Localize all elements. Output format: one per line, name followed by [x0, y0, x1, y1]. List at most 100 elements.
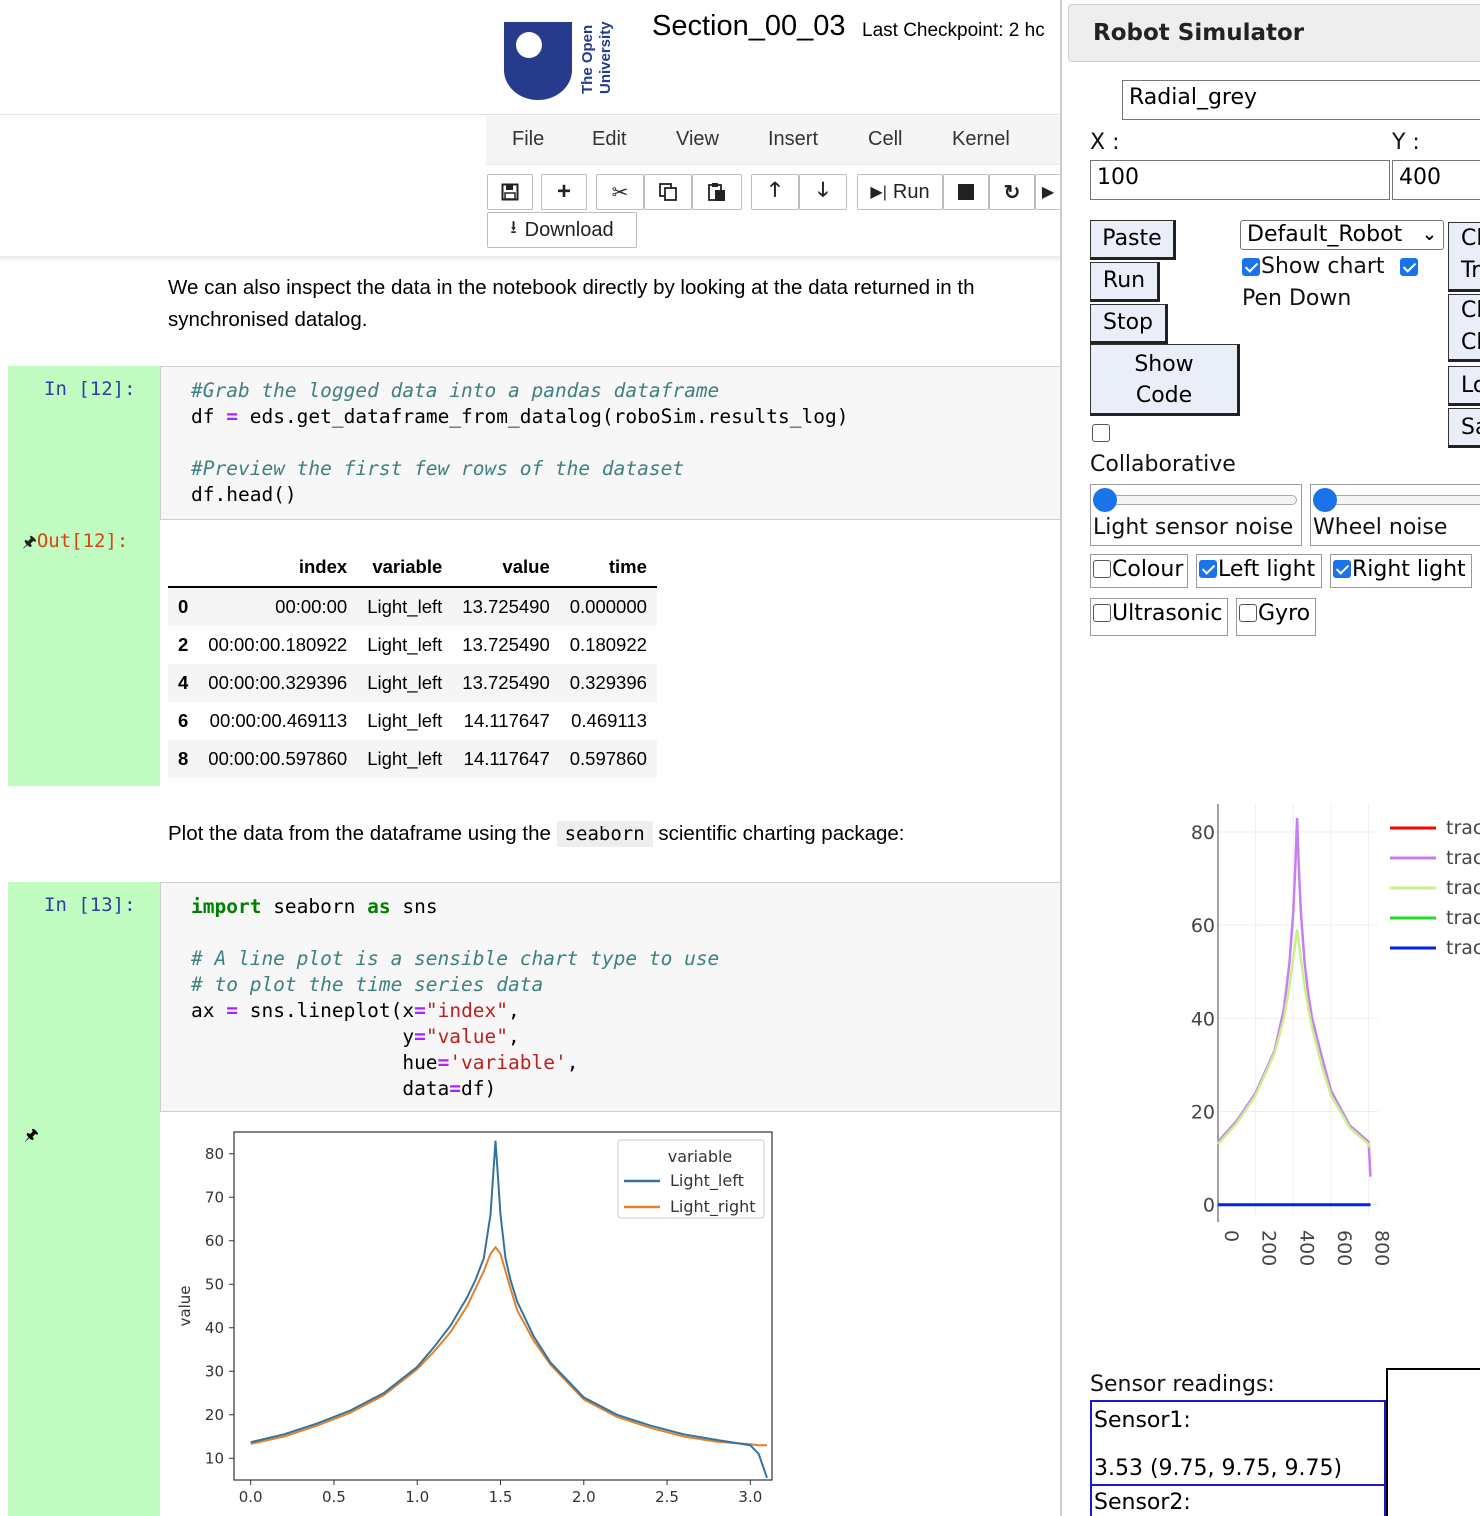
save-button[interactable] — [487, 174, 533, 210]
simulator-title-bar[interactable]: Robot Simulator — [1068, 4, 1480, 62]
pin-icon[interactable]: 🖈 — [22, 532, 37, 551]
light-noise-slider-thumb[interactable] — [1093, 488, 1117, 512]
clear-chart-button[interactable]: Cl Ch — [1448, 294, 1480, 362]
wheel-noise-slider-track[interactable] — [1317, 495, 1480, 505]
series-line-light-left — [250, 1140, 768, 1479]
left-light-sensor-toggle[interactable]: Left light — [1196, 554, 1322, 588]
download-button[interactable]: ⭳ Download — [487, 212, 637, 248]
sensor1-label: Sensor1: — [1094, 1408, 1191, 1433]
left-light-label: Left light — [1218, 557, 1316, 582]
legend-label: trace — [1446, 817, 1480, 839]
clear-trace-button[interactable]: Cl Tr — [1448, 222, 1480, 292]
ultrasonic-label: Ultrasonic — [1112, 601, 1223, 626]
menu-cell[interactable]: Cell — [868, 128, 903, 150]
x-tick-label: 400 — [1295, 1230, 1317, 1266]
run-button[interactable]: ▶| Run — [857, 174, 943, 210]
stop-simulation-button[interactable]: Stop — [1090, 304, 1168, 344]
right-light-checkbox[interactable] — [1333, 560, 1351, 578]
cell-13-selection-bar[interactable] — [8, 882, 160, 1516]
menu-file[interactable]: File — [512, 128, 545, 150]
step-forward-icon: ▶| — [870, 184, 887, 201]
x-tick-label: 0.0 — [239, 1488, 263, 1506]
light-noise-slider-track[interactable] — [1097, 495, 1297, 505]
copy-button[interactable] — [644, 174, 692, 210]
code-cell-12: #Grab the logged data into a pandas data… — [191, 378, 848, 508]
chevron-down-icon: ⌄ — [1421, 224, 1437, 245]
seaborn-line-chart: 0.0 0.5 1.0 1.5 2.0 2.5 3.0 10 20 30 40 50 60 70 80 val… — [176, 1131, 773, 1506]
pen-down-checkbox[interactable] — [1400, 258, 1418, 276]
table-cell: Light_left — [367, 748, 443, 769]
chart-legend: variable Light_left Light_right — [617, 1139, 765, 1219]
table-cell: Light_left — [367, 634, 443, 655]
pin-icon[interactable]: 🖈 — [24, 1127, 39, 1144]
move-down-button[interactable]: 🡓 — [799, 174, 847, 210]
code-token: , — [566, 1051, 579, 1074]
y-tick-label: 20 — [205, 1406, 224, 1424]
legend-label: trace — [1446, 877, 1480, 899]
sensor1-value: 3.53 (9.75, 9.75, 9.75) — [1094, 1456, 1343, 1481]
table-row: 2 00:00:00.180922 Light_left 13.725490 0… — [168, 626, 657, 664]
show-chart-checkbox[interactable] — [1242, 258, 1260, 276]
collaborative-checkbox[interactable] — [1092, 424, 1110, 442]
button-label-fragment: Cl — [1461, 226, 1480, 251]
row-index: 4 — [178, 672, 189, 693]
save-button[interactable]: Sa — [1448, 408, 1480, 448]
code-comment: #Preview the first few rows of the datas… — [191, 457, 685, 480]
y-position-input[interactable]: 400 — [1392, 160, 1480, 200]
gyro-sensor-toggle[interactable]: Gyro — [1236, 598, 1316, 636]
row-index: 6 — [178, 710, 189, 731]
menu-insert[interactable]: Insert — [768, 128, 819, 150]
code-token: ax — [191, 999, 227, 1022]
paste-code-button[interactable]: Paste — [1090, 220, 1176, 260]
code-input-area[interactable] — [160, 366, 1060, 520]
table-header: variable — [357, 548, 453, 588]
x-label: X : — [1090, 130, 1120, 155]
gyro-checkbox[interactable] — [1239, 604, 1257, 622]
notebook-title[interactable]: Section_00_03 — [652, 10, 846, 42]
left-light-checkbox[interactable] — [1199, 560, 1217, 578]
menu-edit[interactable]: Edit — [592, 128, 627, 150]
colour-sensor-checkbox[interactable] — [1093, 560, 1111, 578]
series-line-light-right — [250, 1245, 767, 1447]
run-all-button[interactable]: ▶ — [1035, 174, 1060, 210]
interrupt-button[interactable] — [943, 174, 989, 210]
dataframe-table: index variable value time 0 00:00:00 Lig… — [168, 548, 657, 778]
code-operator: = — [449, 1077, 462, 1100]
load-button[interactable]: Lo — [1448, 366, 1480, 406]
menu-view[interactable]: View — [676, 128, 719, 150]
table-header: time — [559, 548, 657, 588]
menu-kernel[interactable]: Kernel — [952, 128, 1010, 150]
header-divider — [0, 114, 1060, 115]
y-axis-label: value — [176, 1286, 194, 1327]
legend-box — [617, 1139, 765, 1219]
wheel-noise-slider-thumb[interactable] — [1313, 488, 1337, 512]
table-header: index — [198, 548, 358, 588]
ultrasonic-checkbox[interactable] — [1093, 604, 1111, 622]
cell-12-selection-bar[interactable] — [8, 366, 160, 786]
table-cell: 0.180922 — [569, 634, 647, 655]
cut-button[interactable]: ✂ — [596, 174, 644, 210]
show-code-button[interactable]: Show Code — [1090, 344, 1240, 416]
background-select[interactable]: Radial_grey — [1122, 80, 1480, 120]
x-position-input[interactable]: 100 — [1090, 160, 1390, 200]
colour-sensor-toggle[interactable]: Colour — [1090, 554, 1188, 588]
ultrasonic-sensor-toggle[interactable]: Ultrasonic — [1090, 598, 1228, 636]
code-token: df) — [461, 1077, 497, 1100]
run-simulation-button[interactable]: Run — [1090, 262, 1160, 302]
code-token: , — [508, 999, 520, 1022]
output-prompt-label: Out[12]: — [36, 530, 129, 552]
x-tick-label: 600 — [1333, 1230, 1355, 1266]
insert-cell-button[interactable]: + — [541, 174, 587, 210]
stop-icon — [958, 184, 974, 200]
code-keyword: as — [367, 895, 391, 918]
notebook-header: The Open University Section_00_03 Last C… — [0, 0, 1060, 260]
paste-button[interactable] — [692, 174, 742, 210]
restart-button[interactable]: ↻ — [989, 174, 1035, 210]
robot-config-select[interactable]: Default_Robot ⌄ — [1240, 220, 1444, 250]
right-light-sensor-toggle[interactable]: Right light — [1330, 554, 1472, 588]
code-input-area[interactable] — [160, 882, 1060, 1112]
table-cell: 00:00:00.469113 — [209, 710, 348, 731]
show-chart-label: Show chart — [1261, 254, 1385, 279]
move-up-button[interactable]: 🡑 — [751, 174, 799, 210]
table-header-row: index variable value time — [168, 548, 657, 588]
